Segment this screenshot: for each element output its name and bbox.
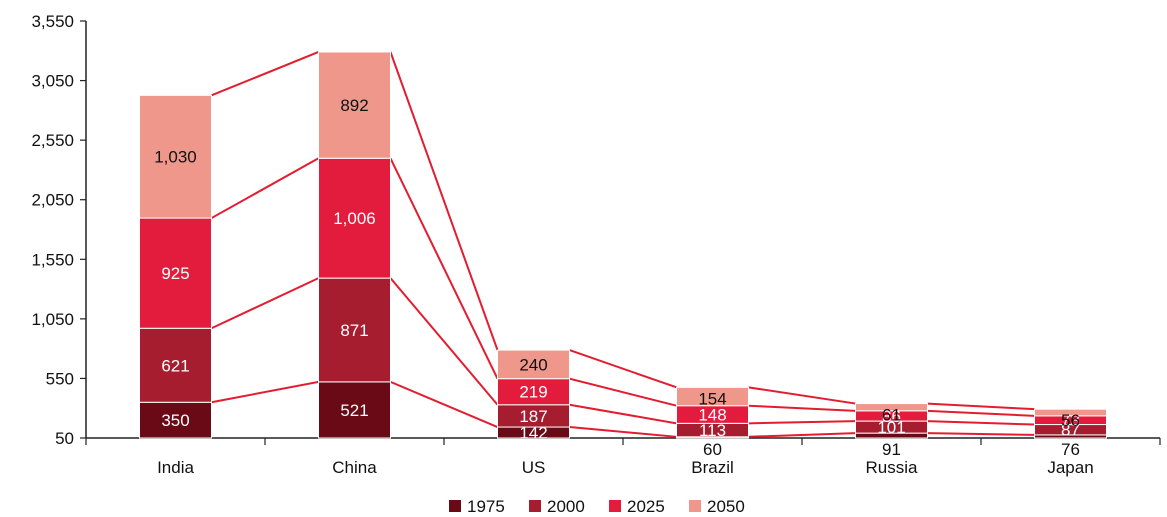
bar-segment (139, 217, 212, 329)
data-label: 86 (882, 407, 901, 426)
connector-line (748, 432, 856, 438)
data-label: 73 (1061, 411, 1080, 430)
connector-line (927, 432, 1035, 436)
category-label: Japan (1047, 458, 1093, 477)
data-label: 148 (698, 406, 726, 425)
connector-line (748, 420, 856, 425)
bar-segment (318, 51, 391, 159)
data-label: 1,030 (154, 148, 197, 167)
bar-segment (318, 381, 391, 439)
bar-segment (139, 327, 212, 403)
legend-swatch (529, 500, 541, 512)
connector-line (748, 404, 856, 412)
bar-segment (318, 277, 391, 383)
legend: 1975 2000 2025 2050 (449, 497, 745, 516)
legend-swatch (609, 500, 621, 512)
data-label: 76 (1061, 440, 1080, 459)
data-label: 1,006 (333, 209, 376, 228)
connector-line (927, 420, 1035, 426)
bar-segment (139, 94, 212, 219)
connector-line (389, 277, 499, 406)
y-tick-label: 550 (46, 369, 74, 388)
connector-line (569, 349, 677, 389)
data-label: 187 (519, 407, 547, 426)
data-label: 350 (161, 411, 189, 430)
connector-line (211, 51, 319, 97)
data-label: 621 (161, 356, 189, 375)
data-label: 219 (519, 383, 547, 402)
category-label: Brazil (691, 458, 734, 477)
data-label: 113 (699, 421, 726, 440)
legend-label: 2000 (547, 497, 585, 516)
data-label: 892 (340, 96, 368, 115)
connector-line (569, 403, 677, 425)
y-axis: 3,550 3,050 2,550 2,050 1,550 1,050 550 50 (31, 12, 87, 448)
connector-line (569, 426, 677, 438)
data-label: 240 (519, 355, 547, 374)
legend-swatch (449, 500, 461, 512)
connector-line (569, 377, 677, 407)
data-label: 60 (703, 440, 722, 459)
bars (139, 51, 1107, 439)
category-label: US (522, 458, 546, 477)
data-label: 101 (877, 418, 905, 437)
x-axis: India China US Brazil Russia Japan (85, 437, 1161, 477)
data-label: 154 (698, 389, 726, 408)
connector-line (211, 157, 319, 219)
data-label: 871 (340, 321, 368, 340)
connector-line (748, 386, 856, 405)
bar-segment (676, 386, 749, 407)
connector-lines (211, 51, 1035, 438)
y-tick-label: 1,550 (31, 250, 74, 269)
y-tick-label: 3,050 (31, 72, 74, 91)
connector-line (389, 51, 499, 351)
connector-line (211, 380, 319, 404)
y-tick-label: 1,050 (31, 310, 74, 329)
legend-label: 2025 (627, 497, 665, 516)
connector-line (389, 157, 499, 380)
category-label: India (157, 458, 194, 477)
data-label: 87 (1061, 421, 1080, 440)
data-label: 521 (340, 401, 368, 420)
legend-swatch (689, 500, 701, 512)
bar-segment (497, 378, 570, 406)
category-label: China (332, 458, 377, 477)
bar-segment (318, 157, 391, 279)
legend-label: 1975 (467, 497, 505, 516)
y-tick-label: 2,550 (31, 131, 74, 150)
legend-label: 2050 (707, 497, 745, 516)
bar-segment (855, 403, 928, 412)
bar-segment (497, 349, 570, 380)
connector-line (927, 409, 1035, 417)
data-label: 91 (882, 440, 901, 459)
category-label: Russia (866, 458, 919, 477)
connector-line (211, 277, 319, 330)
data-label: 56 (1061, 411, 1080, 430)
connector-line (390, 380, 498, 428)
bar-segment (1034, 408, 1107, 417)
y-tick-label: 2,050 (31, 191, 74, 210)
data-label: 61 (882, 406, 901, 425)
y-tick-label: 50 (55, 429, 74, 448)
data-label: 142 (519, 424, 547, 443)
connector-line (927, 402, 1035, 411)
data-label: 925 (161, 264, 189, 283)
y-tick-label: 3,550 (31, 12, 74, 31)
